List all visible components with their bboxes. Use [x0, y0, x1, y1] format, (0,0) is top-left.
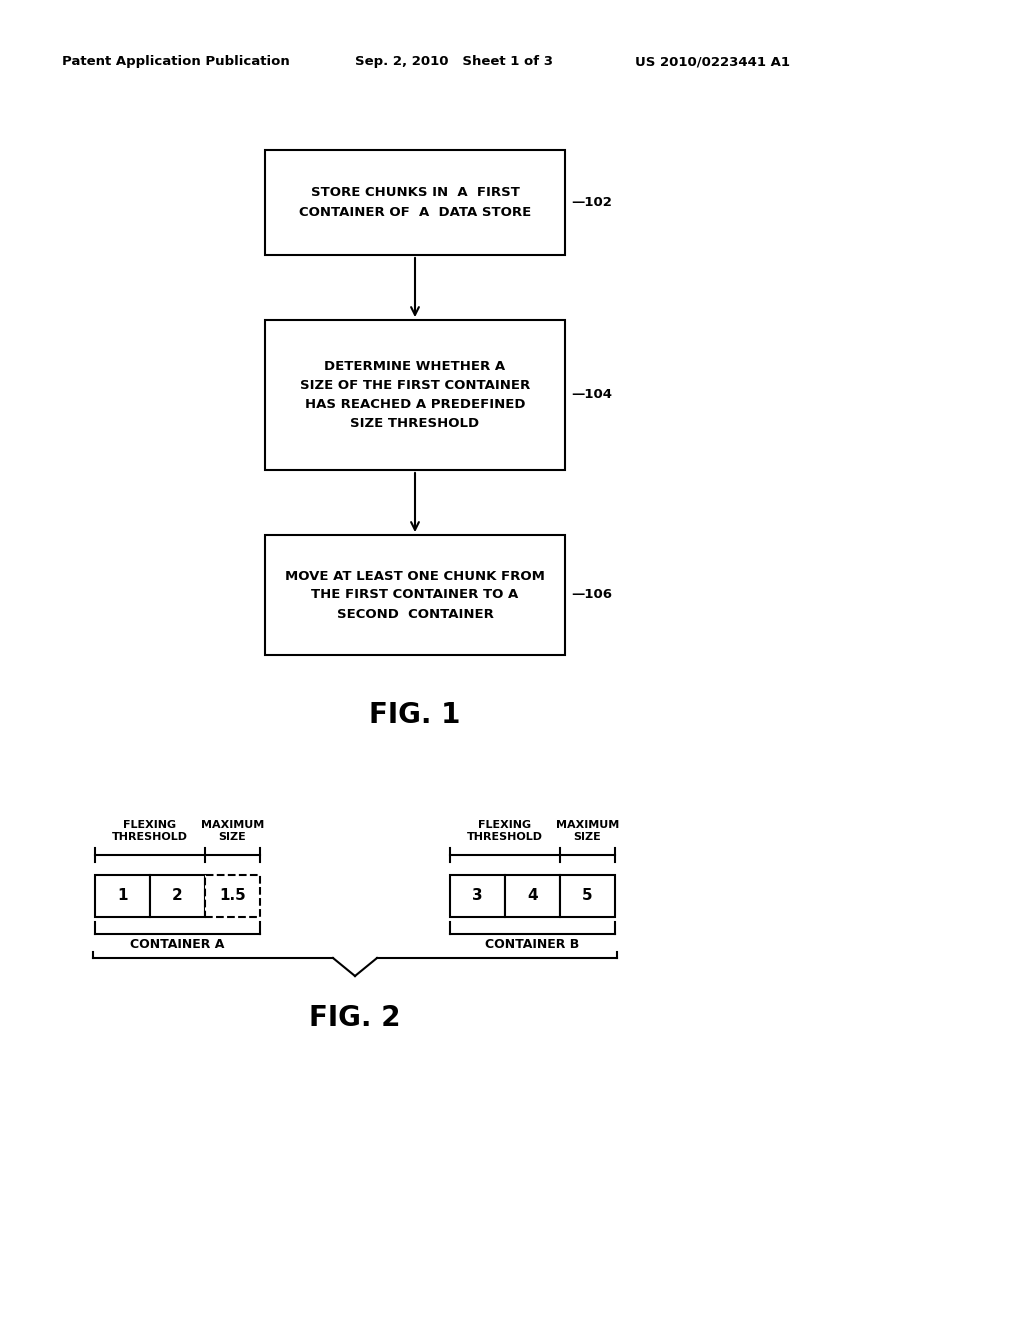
Text: 4: 4	[527, 888, 538, 903]
Bar	[450, 875, 505, 917]
Text: FLEXING
THRESHOLD: FLEXING THRESHOLD	[467, 820, 543, 842]
Bar	[265, 150, 565, 255]
Text: Sep. 2, 2010   Sheet 1 of 3: Sep. 2, 2010 Sheet 1 of 3	[355, 55, 553, 69]
Text: Patent Application Publication: Patent Application Publication	[62, 55, 290, 69]
Bar	[205, 875, 260, 917]
Bar	[150, 875, 205, 917]
Text: CONTAINER B: CONTAINER B	[485, 939, 580, 950]
Text: —106: —106	[571, 589, 612, 602]
Text: MAXIMUM
SIZE: MAXIMUM SIZE	[556, 820, 620, 842]
Text: FIG. 1: FIG. 1	[370, 701, 461, 729]
Text: 2: 2	[172, 888, 183, 903]
Text: FLEXING
THRESHOLD: FLEXING THRESHOLD	[112, 820, 188, 842]
Bar	[560, 875, 615, 917]
Text: DETERMINE WHETHER A
SIZE OF THE FIRST CONTAINER
HAS REACHED A PREDEFINED
SIZE TH: DETERMINE WHETHER A SIZE OF THE FIRST CO…	[300, 360, 530, 430]
Text: 1.5: 1.5	[219, 888, 246, 903]
Bar	[505, 875, 560, 917]
Bar	[95, 875, 150, 917]
Text: STORE CHUNKS IN  A  FIRST
CONTAINER OF  A  DATA STORE: STORE CHUNKS IN A FIRST CONTAINER OF A D…	[299, 186, 531, 219]
Text: —102: —102	[571, 195, 612, 209]
Text: FIG. 2: FIG. 2	[309, 1005, 400, 1032]
Bar	[265, 535, 565, 655]
Text: —104: —104	[571, 388, 612, 401]
Text: CONTAINER A: CONTAINER A	[130, 939, 224, 950]
Text: 1: 1	[118, 888, 128, 903]
Text: US 2010/0223441 A1: US 2010/0223441 A1	[635, 55, 790, 69]
Text: 5: 5	[583, 888, 593, 903]
Bar	[265, 319, 565, 470]
Text: 3: 3	[472, 888, 482, 903]
Text: MAXIMUM
SIZE: MAXIMUM SIZE	[201, 820, 264, 842]
Text: MOVE AT LEAST ONE CHUNK FROM
THE FIRST CONTAINER TO A
SECOND  CONTAINER: MOVE AT LEAST ONE CHUNK FROM THE FIRST C…	[285, 569, 545, 620]
